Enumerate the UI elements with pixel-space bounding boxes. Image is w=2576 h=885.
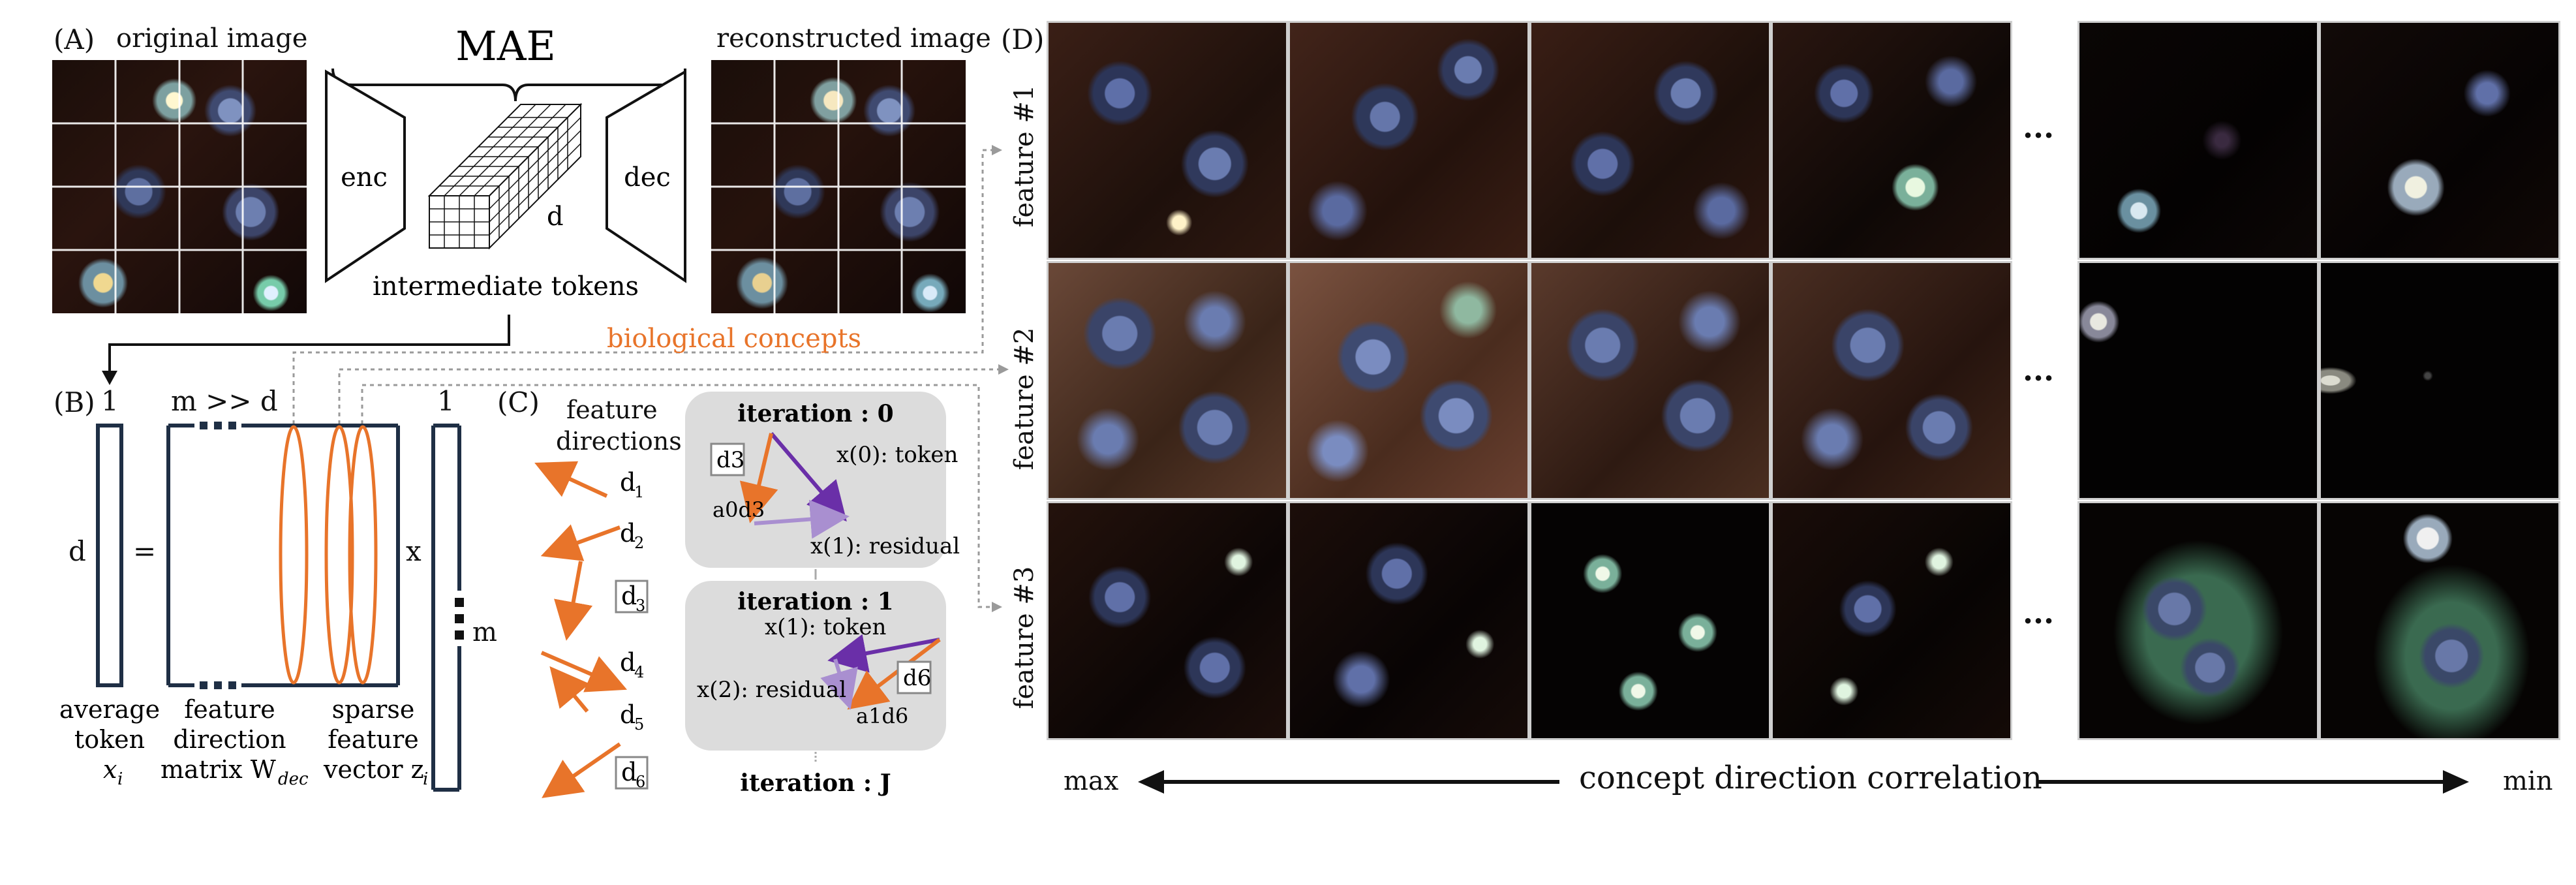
svg-text:d: d (621, 582, 637, 610)
caption-vector-z-sub: i (423, 769, 428, 789)
x-label: x (406, 535, 422, 567)
dim-label: d (547, 202, 564, 232)
feature-1-image-1 (1047, 21, 1288, 260)
original-image-caption: original image (116, 23, 308, 54)
one-right-label: 1 (437, 385, 455, 417)
axis-title: concept direction correlation (1579, 760, 2042, 796)
mae-diagram: MAE enc dec d inter (325, 22, 686, 302)
caption-feature-2: feature (328, 725, 419, 754)
iter1-residual: x(2): residual (697, 677, 846, 703)
panel-d-label: (D) (1001, 23, 1045, 55)
direction-arrows (534, 461, 628, 798)
direction-labels: d1 d2 d3 d4 d5 d6 (615, 468, 649, 791)
feature-2-image-min-2 (2319, 261, 2560, 500)
feature-3-image-min-2 (2319, 501, 2560, 740)
svg-text:d: d (620, 700, 636, 729)
feature-3-image-4 (1771, 501, 2012, 740)
iteration-1-title: iteration : 1 (737, 588, 893, 615)
one-left-label: 1 (101, 385, 119, 417)
ellipsis-row-2: ··· (2023, 360, 2055, 396)
ellipsis-row-3: ··· (2023, 603, 2055, 638)
svg-text:d: d (620, 468, 636, 497)
feature-directions-2: directions (556, 427, 682, 456)
feature-2-image-3 (1529, 261, 1771, 500)
svg-text:d: d (620, 648, 636, 677)
feature-1-image-min-2 (2319, 21, 2560, 260)
feature-3-image-3 (1529, 501, 1771, 740)
caption-matrix-w: matrix W (161, 755, 276, 784)
caption-direction: direction (173, 725, 286, 754)
axis-min-label: min (2503, 766, 2553, 796)
feature-directions-1: feature (566, 396, 658, 424)
panel-a-label: (A) (54, 23, 95, 55)
iter0-residual: x(1): residual (810, 533, 960, 559)
feature-3-image-2 (1288, 501, 1529, 740)
caption-sparse: sparse (332, 695, 415, 724)
ellipsis-row-1: ··· (2023, 117, 2055, 153)
original-image (52, 60, 307, 313)
feature-2-image-2 (1288, 261, 1529, 500)
svg-text:6: 6 (636, 773, 645, 791)
reconstructed-image-caption: reconstructed image (716, 23, 991, 54)
panel-b-label: (B) (54, 386, 95, 418)
svg-text:d: d (620, 519, 636, 548)
feature-1-image-3 (1529, 21, 1771, 260)
iteration-j-title: iteration : J (740, 769, 891, 797)
caption-xi-sub: i (117, 769, 123, 789)
enc-label: enc (341, 163, 388, 193)
m-gt-d-label: m >> d (171, 385, 278, 417)
panel-c-diagram: d1 d2 d3 d4 d5 d6 iteration : 0 d3 x(0):… (534, 392, 960, 798)
svg-text:4: 4 (634, 663, 644, 681)
reconstructed-image (711, 60, 966, 313)
feature-3-image-min-1 (2078, 501, 2319, 740)
iter1-box-label: d6 (903, 665, 931, 691)
tokens-caption: intermediate tokens (373, 272, 639, 302)
svg-text:3: 3 (636, 597, 645, 615)
feature-2-image-min-1 (2078, 261, 2319, 500)
feature-2-image-4 (1771, 261, 2012, 500)
iter0-token: x(0): token (836, 442, 958, 468)
iter1-coef: a1d6 (856, 704, 908, 728)
token-vector (96, 424, 123, 687)
d-left-label: d (69, 535, 86, 567)
svg-text:2: 2 (634, 534, 644, 552)
caption-token: token (74, 725, 145, 754)
m-label: m (472, 617, 497, 647)
direction-matrix (166, 424, 400, 687)
iter0-coef: a0d3 (713, 497, 765, 522)
feature-1-image-2 (1288, 21, 1529, 260)
svg-text:1: 1 (634, 483, 644, 501)
feature-3-image-1 (1047, 501, 1288, 740)
equals-sign: = (133, 535, 157, 567)
selected-feature-ellipses (279, 425, 378, 685)
feature-1-image-4 (1771, 21, 2012, 260)
caption-matrix-w-sub: dec (278, 769, 309, 789)
decoder-shape (606, 69, 686, 283)
caption-feature: feature (184, 695, 275, 724)
dec-label: dec (624, 163, 671, 193)
iter0-box-label: d3 (716, 447, 744, 473)
caption-xi: x (103, 755, 117, 784)
iteration-0-title: iteration : 0 (737, 400, 893, 427)
feature-2-image-1 (1047, 261, 1288, 500)
caption-average: average (59, 695, 160, 724)
token-cube (427, 102, 583, 250)
panel-c-label: (C) (497, 386, 540, 418)
panel-b-diagram: average token feature direction sparse f… (59, 422, 464, 792)
caption-vector-z: vector z (323, 755, 424, 784)
svg-text:d: d (621, 758, 637, 786)
biological-concepts-label: biological concepts (607, 324, 862, 354)
encoder-shape (325, 69, 406, 283)
axis-max-label: max (1064, 766, 1119, 796)
feature-1-image-min-1 (2078, 21, 2319, 260)
mae-title: MAE (455, 22, 556, 70)
sparse-vector (431, 424, 461, 792)
svg-text:5: 5 (634, 715, 644, 734)
